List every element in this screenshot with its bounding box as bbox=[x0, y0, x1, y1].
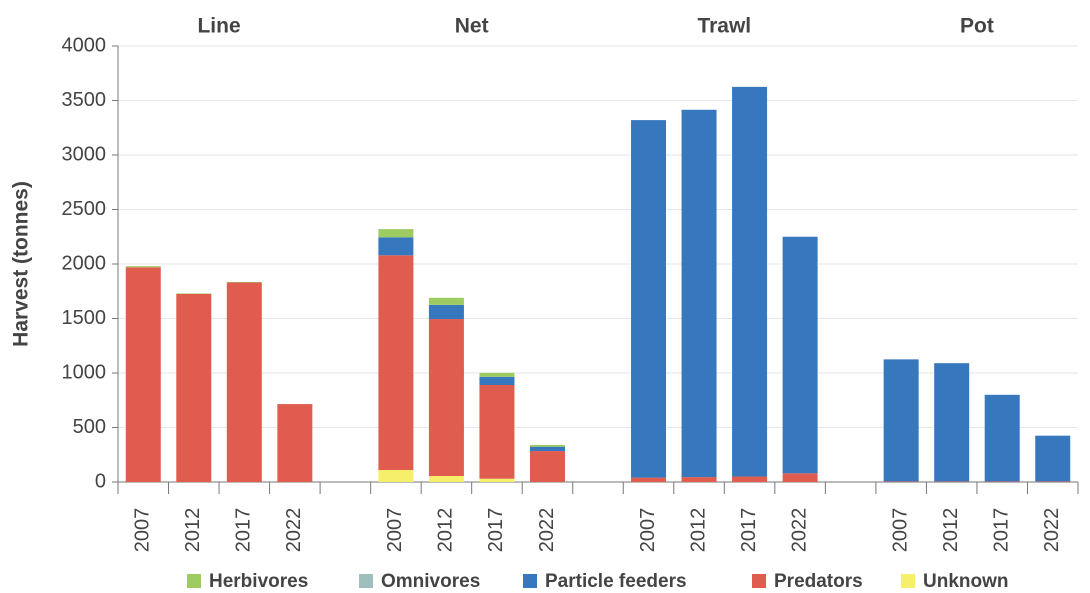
bar-segment bbox=[479, 478, 515, 482]
bar-segment bbox=[125, 266, 161, 268]
x-tick-label: 2022 bbox=[1041, 508, 1063, 553]
y-tick-label: 500 bbox=[73, 416, 106, 438]
legend-swatch bbox=[523, 574, 537, 588]
x-tick-label: 2022 bbox=[536, 508, 558, 553]
bar-segment bbox=[934, 481, 970, 482]
y-tick-label: 3500 bbox=[62, 89, 107, 111]
bar-segment bbox=[984, 481, 1020, 482]
bar-segment bbox=[681, 109, 717, 478]
y-tick-label: 2500 bbox=[62, 198, 107, 220]
bar-segment bbox=[934, 363, 970, 482]
x-tick-label: 2017 bbox=[990, 508, 1012, 553]
x-tick-label: 2017 bbox=[738, 508, 760, 553]
x-tick-label: 2007 bbox=[384, 508, 406, 553]
bar-segment bbox=[479, 384, 515, 479]
legend-label: Omnivores bbox=[381, 571, 480, 592]
bar-segment bbox=[378, 229, 414, 238]
bar-segment bbox=[1035, 481, 1071, 482]
y-tick-label: 1500 bbox=[62, 307, 107, 329]
group-label: Line bbox=[197, 15, 240, 38]
y-tick-label: 4000 bbox=[62, 34, 107, 56]
legend-label: Particle feeders bbox=[545, 571, 687, 592]
legend-label: Unknown bbox=[923, 571, 1009, 592]
x-tick-label: 2012 bbox=[940, 508, 962, 553]
x-tick-label: 2012 bbox=[182, 508, 204, 553]
legend-label: Predators bbox=[774, 571, 863, 592]
bar-segment bbox=[226, 281, 262, 283]
legend-swatch bbox=[752, 574, 766, 588]
legend-swatch bbox=[901, 574, 915, 588]
bar-segment bbox=[782, 473, 818, 482]
x-tick-label: 2007 bbox=[889, 508, 911, 553]
bar-segment bbox=[529, 444, 565, 447]
bar-segment bbox=[428, 297, 464, 305]
x-tick-label: 2012 bbox=[435, 508, 457, 553]
bar-segment bbox=[681, 477, 717, 482]
bar-segment bbox=[428, 476, 464, 482]
group-label: Pot bbox=[960, 15, 994, 38]
bar-segment bbox=[226, 282, 262, 482]
bar-segment bbox=[428, 304, 464, 320]
bar-segment bbox=[631, 120, 667, 478]
bar-segment bbox=[1035, 435, 1071, 482]
bar-segment bbox=[631, 477, 667, 482]
y-tick-label: 1000 bbox=[62, 361, 107, 383]
bar-segment bbox=[378, 470, 414, 482]
bar-segment bbox=[529, 451, 565, 482]
x-tick-label: 2012 bbox=[687, 508, 709, 553]
x-tick-label: 2007 bbox=[637, 508, 659, 553]
bar-segment bbox=[883, 481, 919, 482]
group-label: Trawl bbox=[697, 15, 751, 38]
x-tick-label: 2022 bbox=[283, 508, 305, 553]
bar-segment bbox=[529, 446, 565, 452]
bar-segment bbox=[125, 267, 161, 482]
x-tick-label: 2017 bbox=[233, 508, 255, 553]
y-tick-label: 0 bbox=[95, 470, 106, 492]
y-tick-label: 3000 bbox=[62, 143, 107, 165]
bar-segment bbox=[176, 293, 212, 482]
bar-segment bbox=[176, 293, 212, 294]
legend-label: Herbivores bbox=[209, 571, 308, 592]
x-tick-label: 2022 bbox=[788, 508, 810, 553]
bar-segment bbox=[378, 237, 414, 256]
bar-segment bbox=[984, 394, 1020, 482]
bar-segment bbox=[428, 319, 464, 477]
bar-segment bbox=[378, 255, 414, 471]
bar-segment bbox=[732, 476, 768, 482]
bar-segment bbox=[277, 404, 313, 482]
group-label: Net bbox=[455, 15, 489, 38]
y-tick-label: 2000 bbox=[62, 252, 107, 274]
bar-segment bbox=[479, 376, 515, 385]
bar-segment bbox=[782, 236, 818, 474]
x-tick-label: 2007 bbox=[132, 508, 154, 553]
legend-swatch bbox=[359, 574, 373, 588]
y-axis-label: Harvest (tonnes) bbox=[10, 181, 33, 347]
bar-segment bbox=[479, 372, 515, 377]
bar-segment bbox=[732, 86, 768, 477]
legend-swatch bbox=[187, 574, 201, 588]
x-tick-label: 2017 bbox=[485, 508, 507, 552]
bar-segment bbox=[883, 359, 919, 482]
